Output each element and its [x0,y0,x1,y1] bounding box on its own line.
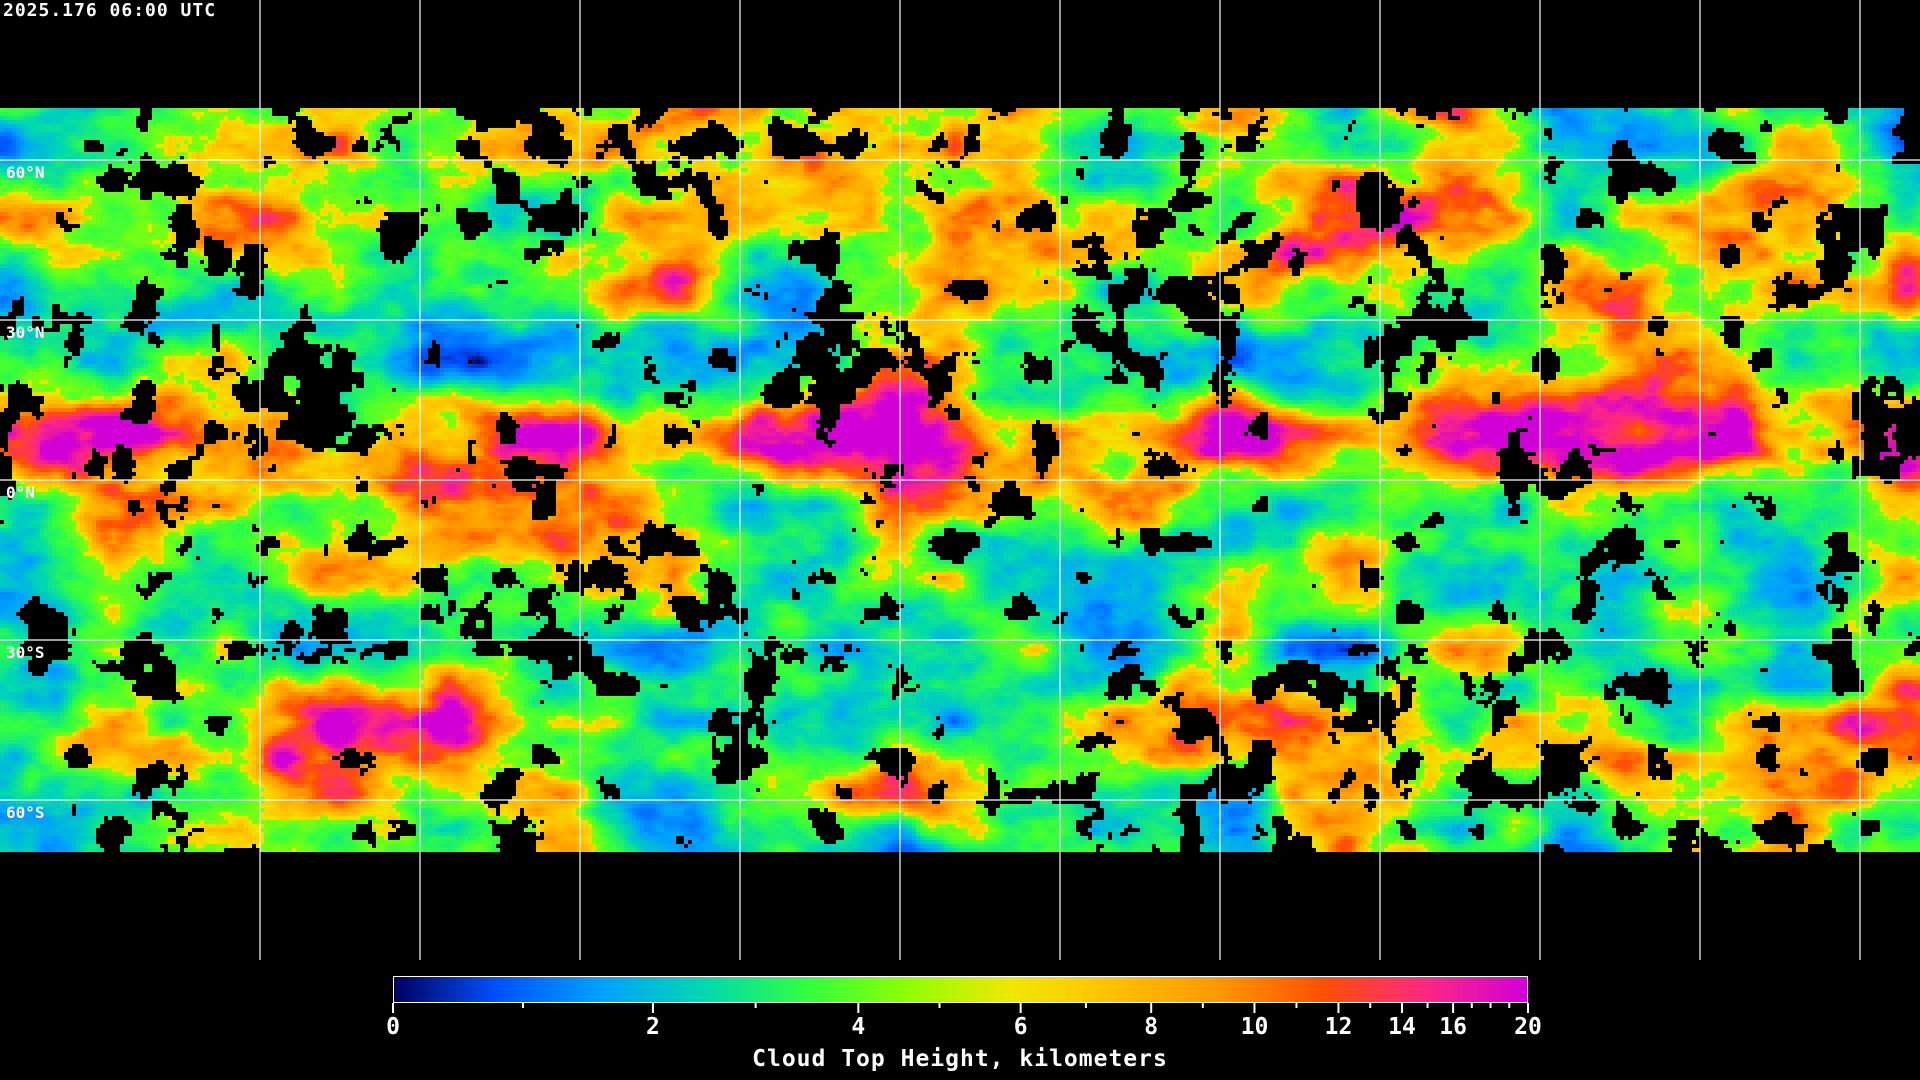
lat-label-30s: 30°S [6,643,45,662]
timestamp: 2025.176 06:00 UTC [3,0,217,21]
colorbar [393,976,1528,1003]
lat-label-equator: 0°N [6,483,35,502]
lat-label-60s: 60°S [6,803,45,822]
colorbar-ticks [392,1003,1529,1013]
lat-label-60n: 60°N [6,163,45,182]
lat-label-30n: 30°N [6,323,45,342]
tick-label: 0 [386,1014,400,1040]
tick-label: 12 [1324,1014,1353,1040]
tick-label: 6 [1013,1014,1028,1040]
cloud-top-height-map: 60°N 30°N 0°N 30°S 60°S [0,0,1920,960]
tick-label: 10 [1240,1014,1269,1040]
tick-label: 16 [1439,1014,1467,1040]
tick-label: 20 [1514,1014,1542,1040]
lat-lon-grid [0,0,1920,960]
colorbar-title: Cloud Top Height, kilometers [752,1046,1168,1072]
tick-label: 8 [1144,1014,1159,1040]
tick-label: 4 [851,1014,866,1040]
tick-label: 14 [1388,1014,1416,1040]
tick-label: 2 [645,1014,660,1040]
